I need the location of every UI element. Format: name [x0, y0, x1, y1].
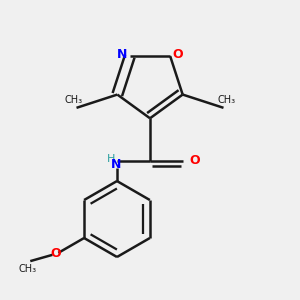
Text: H: H: [107, 154, 115, 164]
Text: CH₃: CH₃: [64, 94, 82, 104]
Text: N: N: [111, 158, 122, 171]
Text: O: O: [50, 247, 61, 260]
Text: O: O: [172, 48, 183, 61]
Text: O: O: [189, 154, 200, 167]
Text: CH₃: CH₃: [19, 264, 37, 274]
Text: N: N: [117, 48, 128, 61]
Text: CH₃: CH₃: [218, 94, 236, 104]
